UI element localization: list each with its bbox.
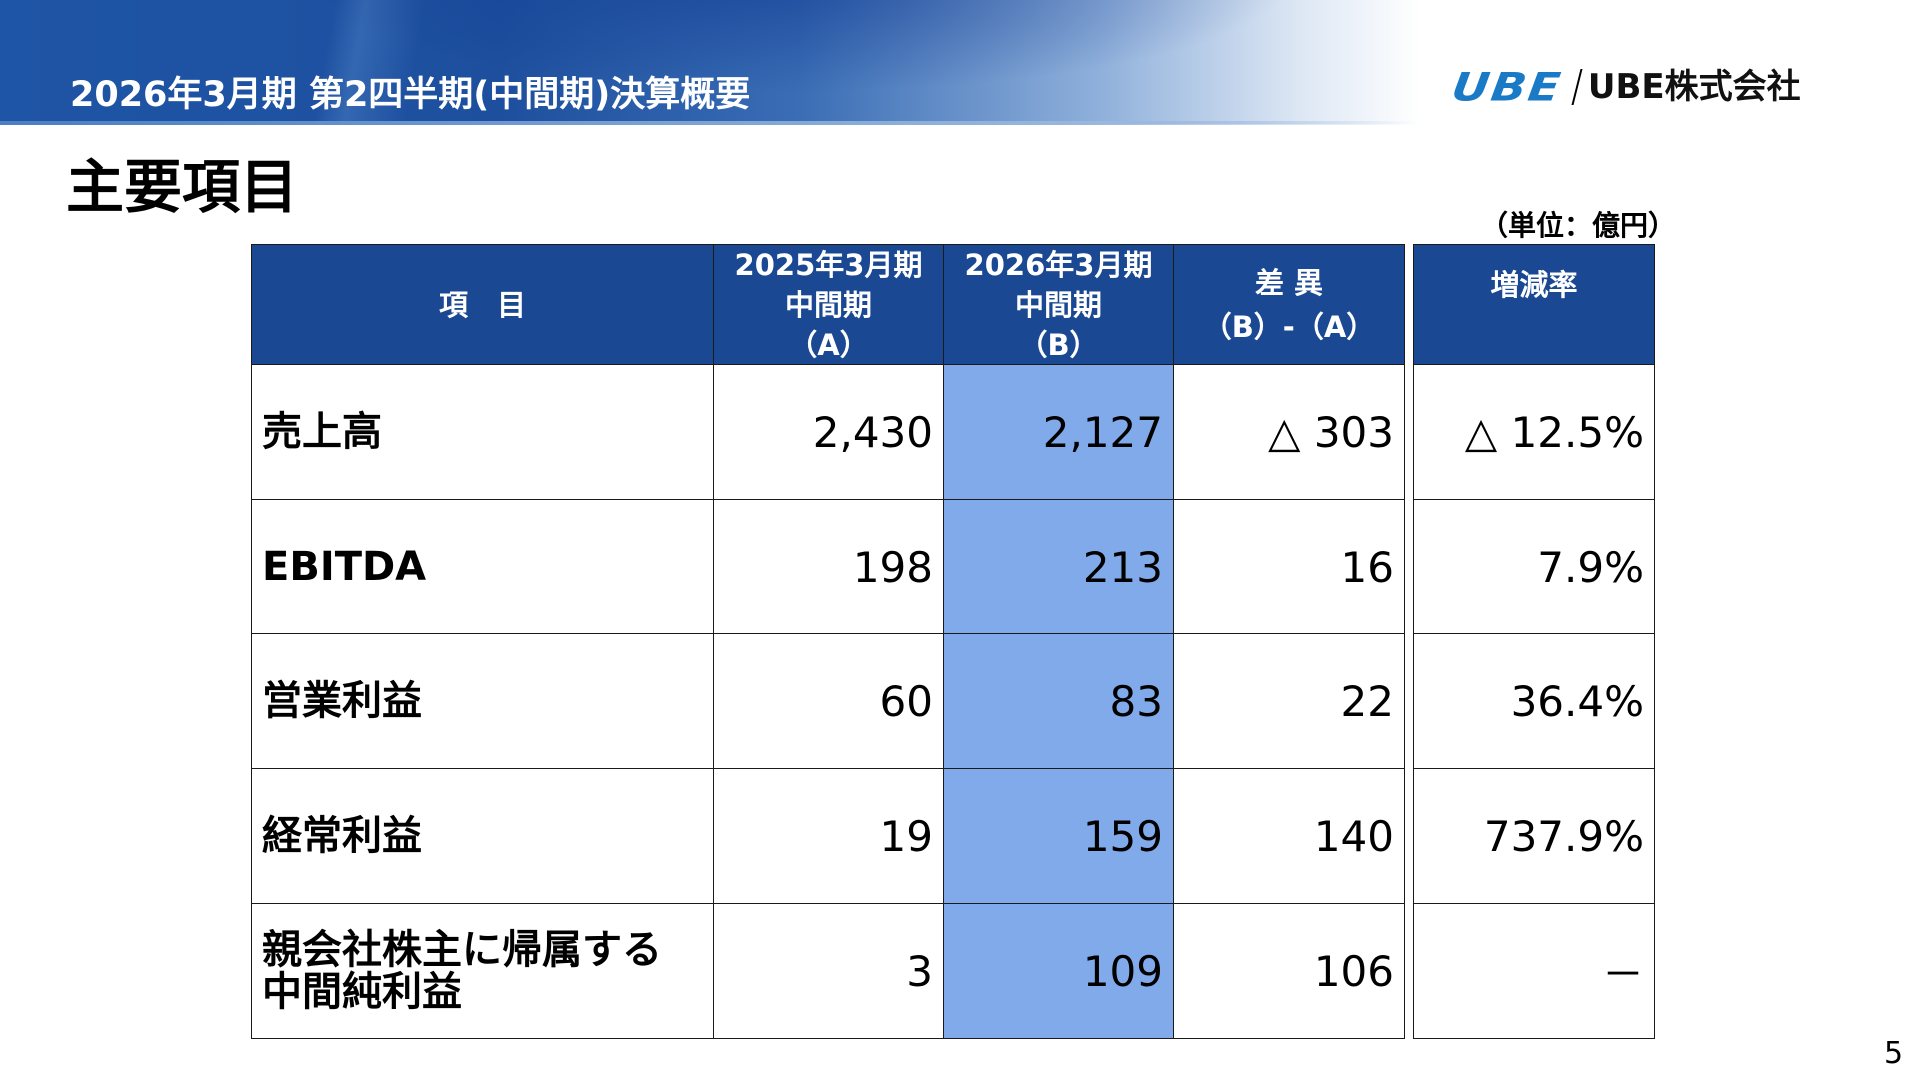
header-curr-interim: 中間期 [1014,287,1102,322]
row-label-text: 売上高 [262,411,382,453]
value-diff-text: 106 [1313,946,1394,996]
header-banner [0,0,1920,124]
table-cell-value-curr: 2,127 [943,364,1174,500]
value-prev-text: 198 [852,542,933,592]
header-prev-period: 2025年3月期 中間期 （A） [713,244,944,365]
header-diff-label: 差 異 [1254,265,1324,300]
value-rate-text: 7.9% [1537,542,1644,592]
company-logo: UBE UBE株式会社 [1448,64,1801,110]
value-rate-text: － [1601,949,1644,999]
table-cell-value-rate: 36.4% [1413,633,1655,769]
row-label-line: 中間純利益 [262,969,462,1015]
deck-title: 2026年3月期 第2四半期(中間期)決算概要 [70,75,751,115]
value-curr-text: 83 [1109,676,1163,726]
value-diff-text: 22 [1340,676,1394,726]
table-cell-value-prev: 2,430 [713,364,944,500]
table-cell-value-rate: － [1413,903,1655,1039]
table-cell-value-diff: △ 303 [1173,364,1405,500]
value-rate-text: 36.4% [1510,676,1644,726]
table-cell-value-prev: 60 [713,633,944,769]
table-cell-row-label: 売上高 [251,364,714,500]
value-rate-text: △ 12.5% [1464,407,1644,457]
table-cell-row-label: 経常利益 [251,768,714,904]
header-item: 項 目 [251,244,714,365]
table-cell-value-rate: △ 12.5% [1413,364,1655,500]
value-diff-text: 140 [1313,811,1394,861]
row-label-text: EBITDA [262,546,426,588]
table-cell-value-curr: 159 [943,768,1174,904]
company-name: UBE株式会社 [1587,67,1801,107]
table-cell-value-diff: 140 [1173,768,1405,904]
unit-note: （単位：億円） [1480,209,1677,242]
row-label-line: 営業利益 [262,678,422,724]
header-difference: 差 異 （B）-（A） [1173,244,1405,365]
header-diff-formula: （B）-（A） [1202,309,1376,344]
page-number: 5 [1884,1036,1904,1071]
value-curr-text: 109 [1082,946,1163,996]
table-cell-value-prev: 198 [713,499,944,635]
table-cell-value-prev: 19 [713,768,944,904]
value-diff-text: 16 [1340,542,1394,592]
header-prev-year: 2025年3月期 [734,247,923,282]
table-cell-value-curr: 109 [943,903,1174,1039]
value-diff-text: △ 303 [1268,407,1394,457]
page-title: 主要項目 [66,153,299,221]
header-item-label: 項 目 [438,287,526,322]
ube-logo-mark: UBE [1448,64,1566,110]
value-curr-text: 213 [1082,542,1163,592]
row-label-text: 営業利益 [262,680,422,722]
header-curr-period: 2026年3月期 中間期 （B） [943,244,1174,365]
value-curr-text: 2,127 [1042,407,1163,457]
row-label-line: 経常利益 [262,813,422,859]
table-cell-row-label: 親会社株主に帰属する 中間純利益 [251,903,714,1039]
table-cell-value-diff: 22 [1173,633,1405,769]
table-cell-value-diff: 16 [1173,499,1405,635]
table-cell-row-label: EBITDA [251,499,714,635]
header-prev-code: （A） [788,327,869,362]
row-label-text: 親会社株主に帰属する 中間純利益 [262,929,662,1013]
table-cell-row-label: 営業利益 [251,633,714,769]
table-cell-value-diff: 106 [1173,903,1405,1039]
value-prev-text: 19 [879,811,933,861]
table-cell-value-curr: 213 [943,499,1174,635]
header-curr-code: （B） [1018,327,1099,362]
header-change-rate: 増減率 [1413,244,1655,365]
table-cell-value-curr: 83 [943,633,1174,769]
row-label-line: 売上高 [262,409,382,455]
header-prev-interim: 中間期 [784,287,872,322]
value-prev-text: 2,430 [812,407,933,457]
table-cell-value-rate: 737.9% [1413,768,1655,904]
table-cell-value-prev: 3 [713,903,944,1039]
header-rate-label: 増減率 [1490,268,1578,302]
header-banner-rule [0,121,1420,125]
value-curr-text: 159 [1082,811,1163,861]
row-label-line: EBITDA [262,544,427,590]
row-label-text: 経常利益 [262,815,422,857]
header-curr-year: 2026年3月期 [964,247,1153,282]
value-prev-text: 60 [879,676,933,726]
logo-divider [1571,69,1583,105]
value-prev-text: 3 [906,946,933,996]
value-rate-text: 737.9% [1483,811,1644,861]
table-cell-value-rate: 7.9% [1413,499,1655,635]
row-label-line: 親会社株主に帰属する [262,927,662,973]
